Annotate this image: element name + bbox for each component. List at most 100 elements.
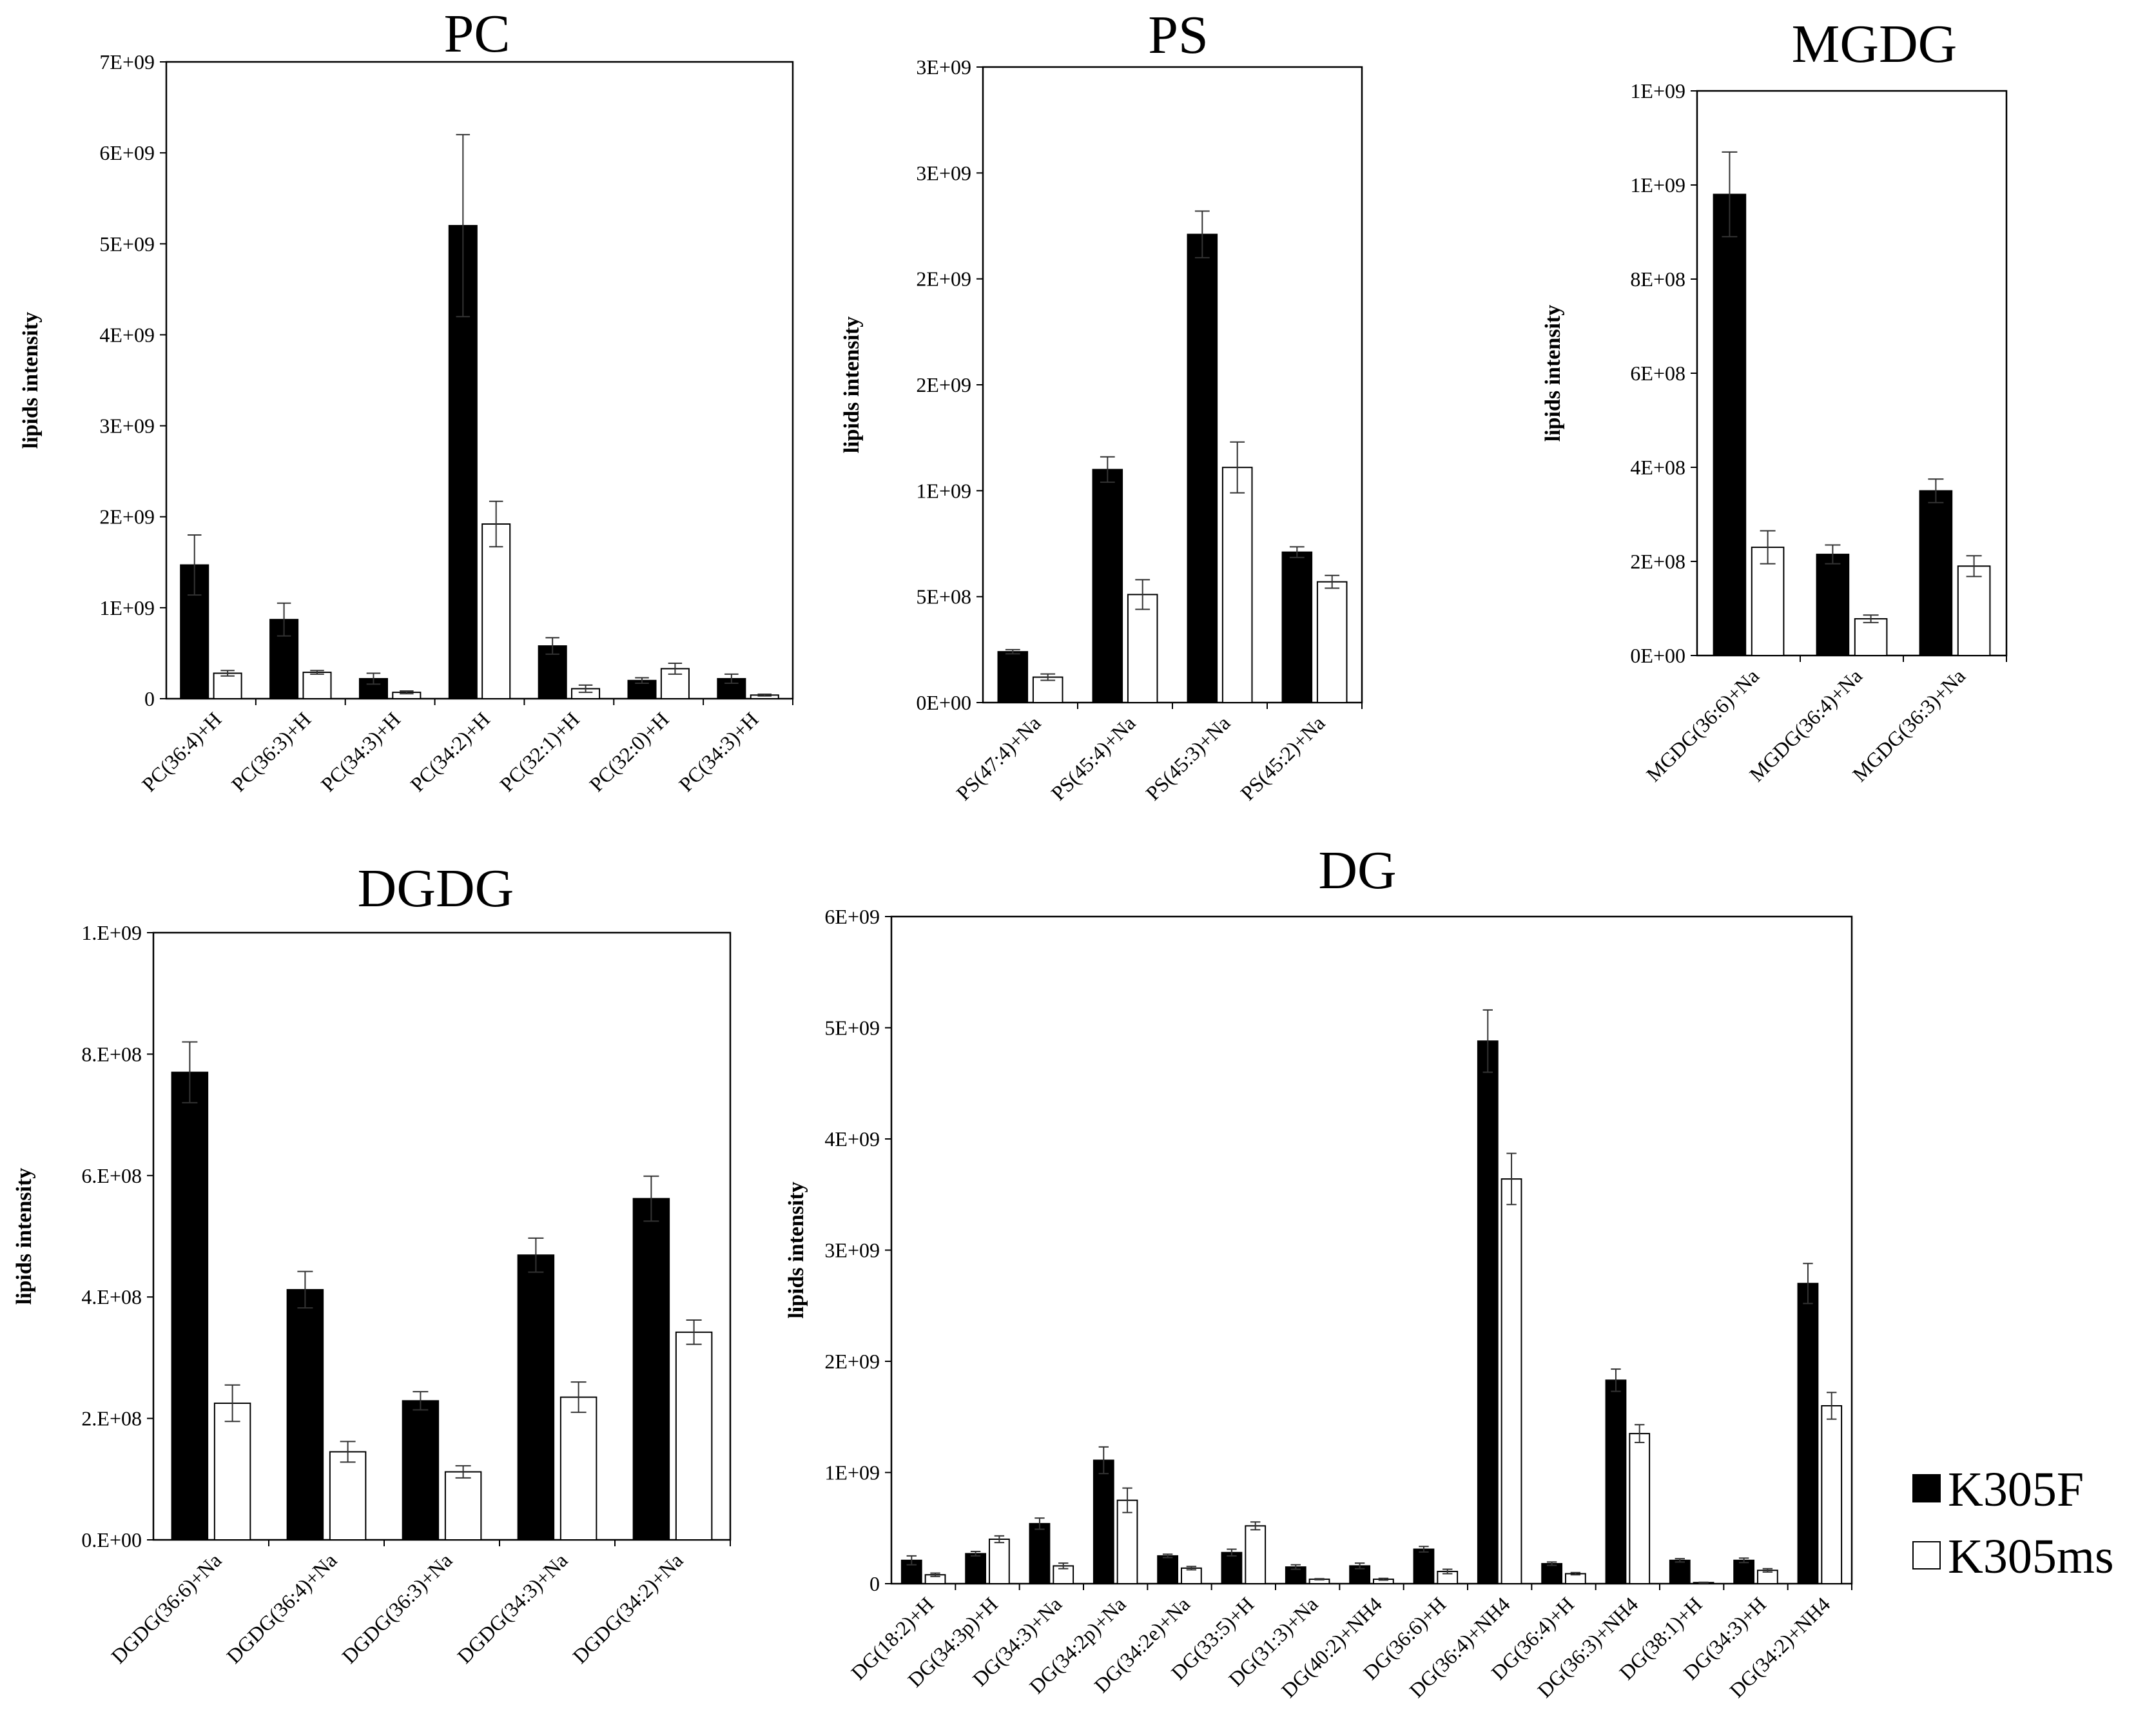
bar-dg-k305ms bbox=[1116, 1499, 1138, 1584]
bar-dg-k305f bbox=[1605, 1379, 1627, 1584]
legend-swatch-k305ms bbox=[1912, 1541, 1941, 1570]
ytick-label-dg: 3E+09 bbox=[824, 1239, 880, 1262]
bar-ps-k305ms bbox=[1127, 594, 1158, 703]
xtick-label-dgdg: DGDG(36:3)+Na bbox=[337, 1548, 456, 1667]
legend: K305F K305ms bbox=[1912, 1463, 2114, 1584]
bar-pc-k305ms bbox=[481, 523, 511, 700]
bar-dgdg-k305f bbox=[286, 1288, 324, 1540]
legend-swatch-k305f bbox=[1912, 1474, 1941, 1502]
bar-dgdg-k305ms bbox=[675, 1331, 713, 1540]
ytick-label-dgdg: 1.E+09 bbox=[81, 921, 142, 944]
bar-dgdg-k305ms bbox=[213, 1403, 251, 1541]
xtick-label-pc: PC(34:3)+H bbox=[674, 707, 763, 796]
chart-title-mgdg: MGDG bbox=[1792, 14, 1957, 74]
bar-dg-k305f bbox=[1413, 1548, 1435, 1584]
ytick-label-mgdg: 0E+00 bbox=[1630, 644, 1685, 667]
ytick-label-dg: 5E+09 bbox=[824, 1016, 880, 1040]
bar-dg-k305f bbox=[1669, 1559, 1691, 1584]
ytick-label-dg: 2E+09 bbox=[824, 1350, 880, 1373]
ytick-label-pc: 7E+09 bbox=[99, 50, 155, 73]
bar-dgdg-k305ms bbox=[559, 1396, 597, 1540]
xtick-label-pc: PC(32:1)+H bbox=[495, 707, 584, 796]
ytick-label-dg: 1E+09 bbox=[824, 1461, 880, 1484]
bar-dg-k305f bbox=[1221, 1551, 1243, 1584]
bar-dg-k305f bbox=[1157, 1555, 1179, 1584]
bar-dg-k305f bbox=[1093, 1459, 1114, 1584]
ytick-label-ps: 5E+08 bbox=[916, 585, 971, 608]
chart-title-dg: DG bbox=[1318, 841, 1396, 900]
y-axis-label-ps: lipids intensity bbox=[840, 316, 864, 454]
ytick-label-ps: 2E+09 bbox=[916, 267, 971, 291]
bar-mgdg-k305ms bbox=[1751, 547, 1785, 656]
xtick-label-mgdg: MGDG(36:6)+Na bbox=[1642, 664, 1763, 786]
chart-dgdg: DGDG 0.E+00 2.E+08 4.E+08 6.E+08 8.E+08 1.E+09… bbox=[12, 859, 732, 1668]
bar-ps-k305ms bbox=[1316, 581, 1348, 703]
bar-dgdg-k305f bbox=[171, 1071, 209, 1541]
bar-ps-k305f bbox=[1092, 469, 1123, 703]
ytick-label-dgdg: 6.E+08 bbox=[81, 1164, 142, 1187]
ytick-label-mgdg: 1E+09 bbox=[1630, 173, 1685, 197]
bar-dgdg-k305ms bbox=[329, 1451, 367, 1540]
ytick-label-pc: 4E+09 bbox=[99, 323, 155, 346]
ytick-label-mgdg: 1E+09 bbox=[1630, 79, 1685, 102]
bar-mgdg-k305ms bbox=[1854, 618, 1888, 656]
ytick-label-ps: 3E+09 bbox=[916, 55, 971, 79]
ytick-label-dg: 0 bbox=[869, 1572, 880, 1595]
ytick-label-pc: 3E+09 bbox=[99, 414, 155, 438]
bar-mgdg-k305f bbox=[1919, 490, 1953, 656]
y-axis-label-mgdg: lipids intensity bbox=[1541, 305, 1565, 442]
y-axis-label-dgdg: lipids intensity bbox=[12, 1168, 36, 1305]
ytick-label-mgdg: 4E+08 bbox=[1630, 456, 1685, 479]
ytick-label-ps: 2E+09 bbox=[916, 373, 971, 396]
bar-pc-k305ms bbox=[302, 672, 332, 700]
bar-dg-k305ms bbox=[988, 1539, 1010, 1584]
ytick-label-pc: 2E+09 bbox=[99, 505, 155, 529]
xtick-label-pc: PC(36:3)+H bbox=[227, 707, 316, 796]
bar-ps-k305f bbox=[1281, 551, 1313, 703]
xtick-label-ps: PS(45:4)+Na bbox=[1046, 711, 1140, 804]
ytick-label-mgdg: 6E+08 bbox=[1630, 362, 1685, 385]
ytick-label-ps: 3E+09 bbox=[916, 161, 971, 184]
bar-dg-k305f bbox=[965, 1553, 987, 1585]
chart-ps: PS 0E+00 5E+08 1E+09 2E+09 2E+09 3E+09 3E+09 lip… bbox=[840, 5, 1363, 805]
plot-frame-dg bbox=[890, 915, 1853, 1585]
bar-mgdg-k305f bbox=[1816, 554, 1850, 656]
ytick-label-mgdg: 8E+08 bbox=[1630, 267, 1685, 291]
chart-pc: PC 0 1E+09 2E+09 3E+09 4E+09 5E+09 6E+09 7E+09 li… bbox=[19, 4, 794, 796]
bar-dg-k305f bbox=[1477, 1040, 1499, 1584]
ytick-label-dg: 6E+09 bbox=[824, 905, 880, 928]
bar-dgdg-k305ms bbox=[444, 1471, 482, 1541]
ytick-label-pc: 0 bbox=[144, 687, 155, 710]
ytick-label-ps: 0E+00 bbox=[916, 691, 971, 714]
bar-dgdg-k305f bbox=[632, 1198, 670, 1540]
xtick-label-mgdg: MGDG(36:4)+Na bbox=[1745, 664, 1867, 786]
xtick-label-ps: PS(47:4)+Na bbox=[951, 711, 1045, 804]
ytick-label-pc: 6E+09 bbox=[99, 141, 155, 164]
bar-dgdg-k305f bbox=[517, 1254, 555, 1541]
bar-ps-k305ms bbox=[1032, 676, 1063, 704]
bar-mgdg-k305f bbox=[1713, 193, 1747, 657]
xtick-label-pc: PC(34:2)+H bbox=[405, 707, 494, 796]
chart-title-ps: PS bbox=[1148, 5, 1208, 65]
bar-ps-k305f bbox=[1187, 233, 1218, 703]
y-axis-label-pc: lipids intensity bbox=[19, 312, 43, 449]
ytick-label-pc: 5E+09 bbox=[99, 232, 155, 255]
bar-dg-k305ms bbox=[1245, 1525, 1267, 1585]
bar-dg-k305f bbox=[1733, 1559, 1755, 1584]
plot-frame-pc bbox=[165, 61, 794, 700]
bar-dgdg-k305f bbox=[402, 1400, 440, 1540]
y-axis-label-dg: lipids intensity bbox=[784, 1181, 808, 1319]
ytick-label-dgdg: 8.E+08 bbox=[81, 1042, 142, 1065]
ytick-label-dg: 4E+09 bbox=[824, 1127, 880, 1151]
ytick-label-pc: 1E+09 bbox=[99, 596, 155, 619]
bar-mgdg-k305ms bbox=[1957, 565, 1991, 656]
legend-label-k305ms: K305ms bbox=[1948, 1530, 2114, 1584]
xtick-label-ps: PS(45:2)+Na bbox=[1236, 711, 1329, 804]
chart-mgdg: MGDG 0E+00 2E+08 4E+08 6E+08 8E+08 1E+09 1E+09 l… bbox=[1541, 14, 2008, 786]
bar-dg-k305ms bbox=[1629, 1433, 1651, 1584]
xtick-label-mgdg: MGDG(36:3)+Na bbox=[1848, 664, 1970, 786]
bar-dg-k305f bbox=[1541, 1562, 1563, 1584]
xtick-label-dgdg: DGDG(36:4)+Na bbox=[222, 1548, 341, 1667]
bar-dg-k305f bbox=[1029, 1522, 1051, 1585]
